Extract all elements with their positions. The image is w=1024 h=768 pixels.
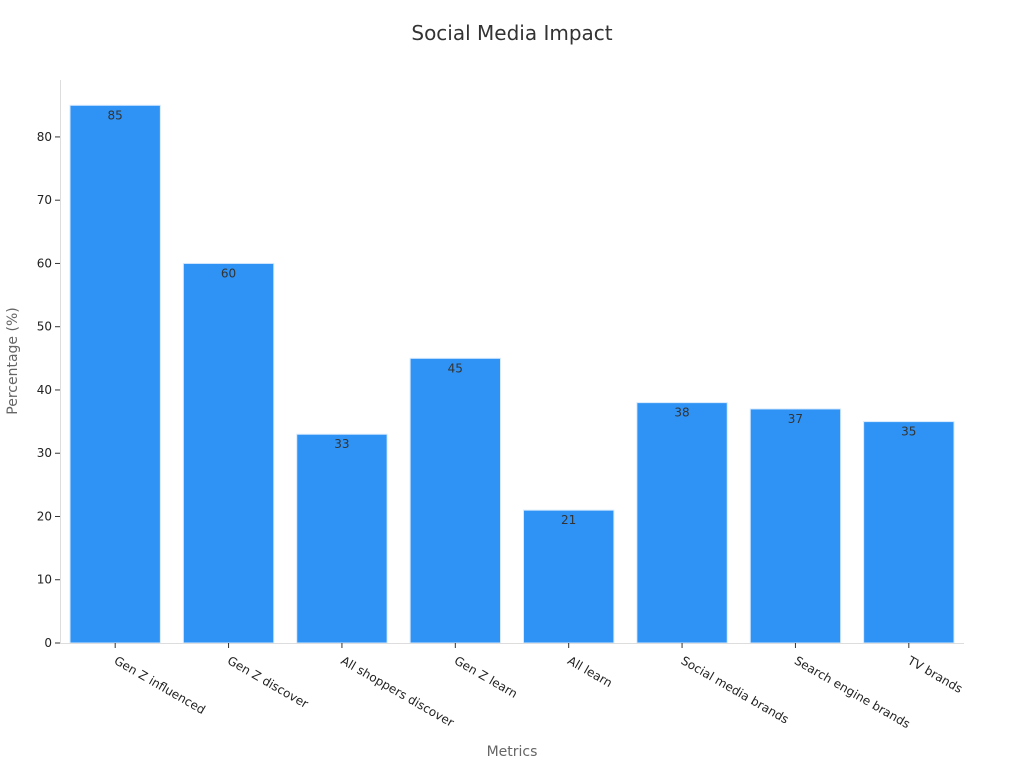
bar (182, 262, 275, 644)
x-tick-label: Search engine brands (792, 653, 913, 731)
bar (296, 433, 388, 644)
x-tick-label: Gen Z influenced (112, 653, 208, 717)
data-label: 21 (561, 513, 576, 527)
bar (69, 104, 161, 644)
y-axis-label: Percentage (%) (5, 307, 21, 414)
data-label: 33 (334, 437, 349, 451)
bar (863, 421, 955, 644)
bar (749, 408, 842, 644)
x-tick-label: Gen Z discover (225, 653, 311, 711)
bars-group (69, 104, 955, 644)
x-tick-label: All shoppers discover (338, 653, 456, 729)
y-tick-label: 70 (37, 193, 52, 207)
y-tick-label: 30 (37, 446, 52, 460)
y-ticks-group: 0 10 20 30 40 50 60 70 80 (37, 130, 60, 650)
y-tick-label: 10 (37, 573, 52, 587)
y-tick-label: 50 (37, 320, 52, 334)
x-tick-label: Gen Z learn (452, 653, 520, 700)
y-tick-label: 60 (37, 256, 52, 270)
bar (523, 509, 615, 644)
data-label: 37 (788, 412, 803, 426)
x-tick-label: All learn (565, 653, 615, 690)
data-label: 85 (108, 108, 123, 122)
y-tick-label: 20 (37, 509, 52, 523)
y-tick-label: 0 (44, 636, 52, 650)
data-label: 35 (901, 425, 916, 439)
x-tick-label: Social media brands (679, 653, 792, 726)
data-label: 45 (448, 361, 463, 375)
bar (636, 402, 728, 644)
x-axis-label: Metrics (487, 744, 538, 760)
y-tick-label: 80 (37, 130, 52, 144)
x-ticks-group: Gen Z influenced Gen Z discover All shoppe… (112, 643, 965, 731)
chart-title: Social Media Impact (411, 21, 612, 45)
y-tick-label: 40 (37, 383, 52, 397)
data-label: 60 (221, 266, 236, 280)
bar (409, 357, 501, 644)
data-label: 38 (674, 406, 689, 420)
data-labels-group: 85 60 33 45 21 38 37 35 (108, 108, 917, 527)
x-tick-label: TV brands (904, 653, 964, 696)
